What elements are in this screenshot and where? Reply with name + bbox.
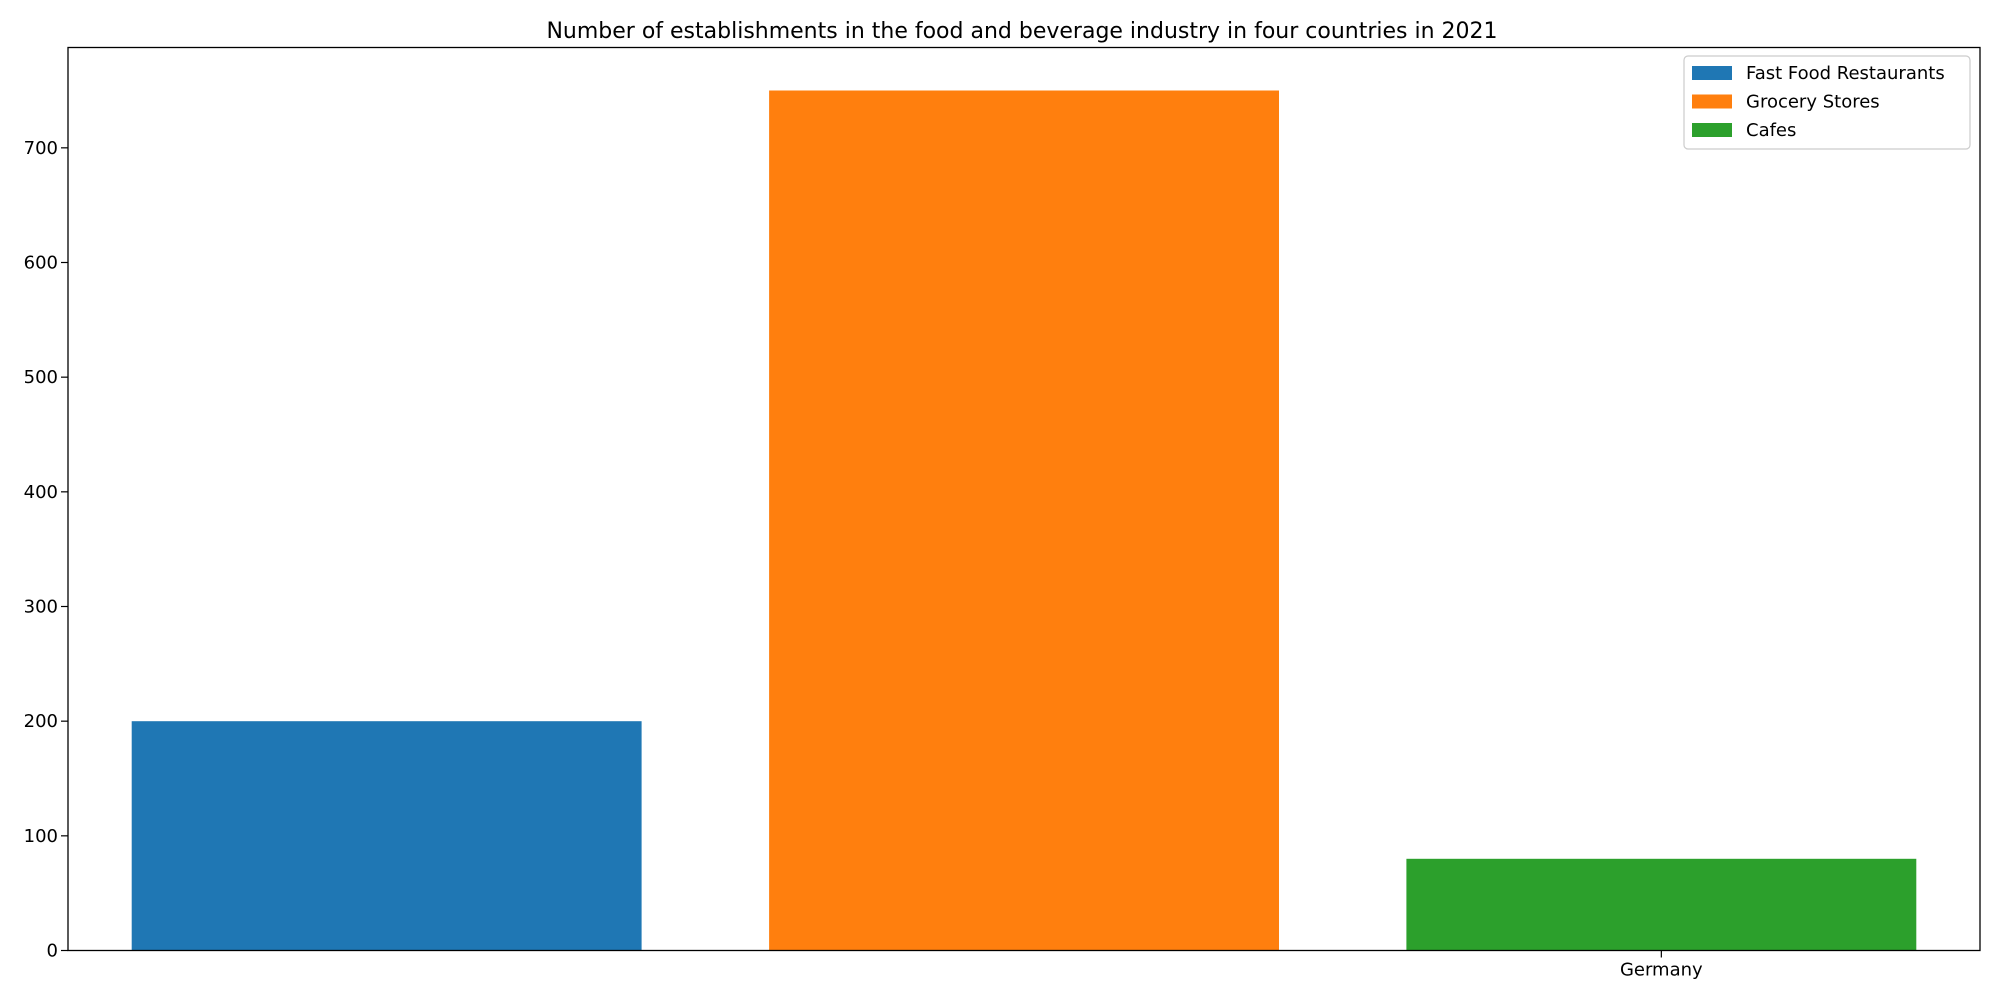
legend-box (1683, 55, 1971, 150)
bar-grocery-stores (769, 90, 1279, 951)
legend-swatch (1692, 123, 1732, 137)
y-tick-label: 400 (24, 482, 58, 503)
bars-layer (131, 90, 1917, 951)
y-tick-label: 500 (24, 367, 58, 388)
legend-swatch (1692, 94, 1732, 109)
y-tick-label: 200 (24, 711, 58, 732)
legend-swatch (1692, 66, 1732, 80)
x-axis: Germany (1620, 950, 1703, 981)
bar-cafes (1406, 858, 1917, 951)
x-tick-label: Germany (1620, 960, 1703, 981)
y-tick-label: 600 (24, 253, 58, 274)
y-tick-label: 300 (24, 597, 58, 618)
plot-frame (67, 46, 1981, 952)
bar-fast-food-restaurants (131, 721, 642, 951)
chart-title: Number of establishments in the food and… (546, 19, 1497, 44)
y-tick-label: 0 (47, 941, 58, 962)
y-tick-label: 100 (24, 826, 58, 847)
legend-label: Cafes (1746, 120, 1796, 141)
y-tick-label: 700 (24, 138, 58, 159)
legend-label: Fast Food Restaurants (1746, 63, 1945, 84)
legend: Fast Food Restaurants Grocery Stores Cafes (1683, 55, 1971, 150)
legend-label: Grocery Stores (1746, 92, 1880, 113)
y-axis: 0 100 200 300 400 500 600 700 (24, 138, 68, 962)
